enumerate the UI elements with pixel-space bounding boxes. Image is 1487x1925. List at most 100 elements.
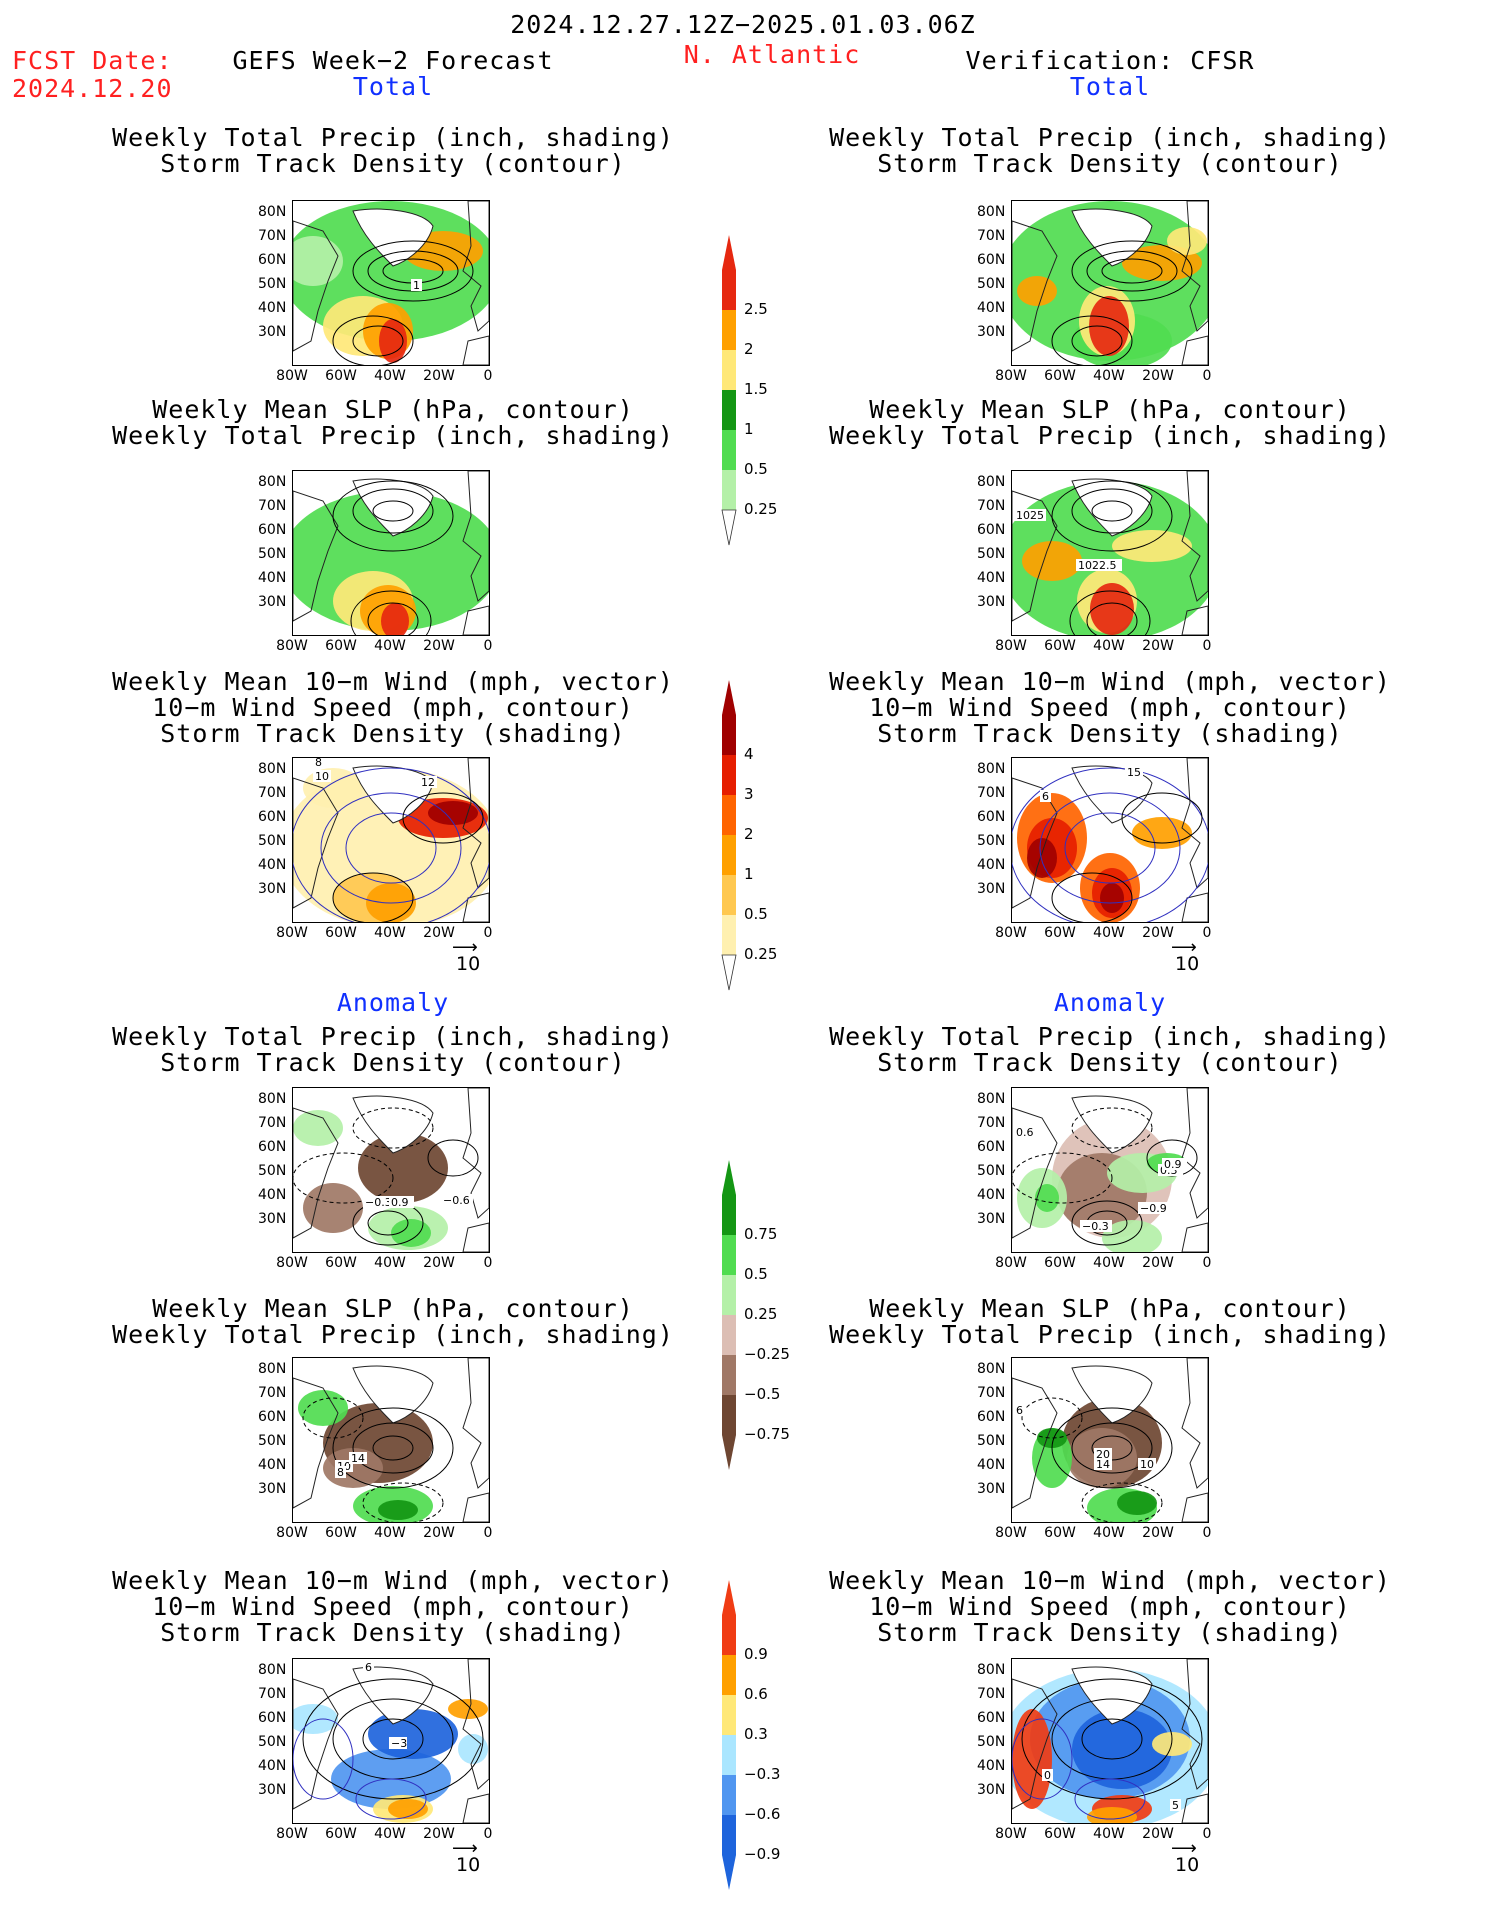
lon-tick-label: 40W	[1093, 1525, 1125, 1541]
contour-line	[352, 240, 474, 302]
lat-tick-label: 50N	[258, 546, 287, 562]
lat-tick-label: 30N	[258, 1782, 287, 1798]
lon-tick-label: 40W	[374, 1826, 406, 1842]
shading-region	[1100, 883, 1124, 913]
lat-tick-label: 70N	[258, 1385, 287, 1401]
lat-tick-label: 50N	[258, 1734, 287, 1750]
lon-tick-label: 20W	[1142, 368, 1174, 384]
lon-tick-label: 80W	[995, 1525, 1027, 1541]
lat-tick-label: 30N	[977, 594, 1006, 610]
svg-text:0.6: 0.6	[1016, 1126, 1034, 1139]
svg-text:8: 8	[337, 1466, 344, 1479]
contour-label: 0.6	[1014, 1126, 1039, 1139]
lon-tick-label: 80W	[995, 368, 1027, 384]
lon-tick-label: 80W	[276, 1255, 308, 1271]
map-field: 0.60.30.9−0.3−0.9	[1012, 1088, 1208, 1252]
contour-line	[293, 767, 489, 922]
contour-line	[1051, 1407, 1173, 1489]
lon-tick-label: 0	[1202, 1525, 1212, 1541]
shading-region	[293, 1704, 338, 1734]
colorbar-segment	[722, 470, 736, 510]
colorbar-tick-label: 1.5	[744, 380, 768, 398]
svg-text:6: 6	[1016, 1404, 1023, 1417]
shading-region	[1012, 201, 1208, 361]
panel-title-line: Storm Track Density (shading)	[160, 1618, 626, 1647]
lon-tick-label: 0	[483, 1255, 493, 1271]
panel-title-line: Weekly Total Precip (inch, shading)	[112, 123, 674, 152]
lat-tick-label: 30N	[258, 324, 287, 340]
vector-reference: ⟶ 10	[1171, 937, 1200, 976]
map-plot	[292, 470, 490, 636]
lon-tick-label: 40W	[374, 1255, 406, 1271]
lat-tick-label: 40N	[977, 857, 1006, 873]
lat-tick-label: 80N	[258, 1091, 287, 1107]
lat-tick-label: 50N	[977, 546, 1006, 562]
shading-region	[381, 603, 409, 635]
lat-tick-label: 70N	[258, 785, 287, 801]
lon-tick-label: 60W	[1044, 368, 1076, 384]
lon-tick-label: 20W	[1142, 638, 1174, 654]
svg-text:1: 1	[413, 279, 420, 292]
lat-tick-label: 40N	[977, 1758, 1006, 1774]
colorbar-tick-label: −0.5	[744, 1385, 781, 1403]
lat-tick-label: 80N	[977, 1361, 1006, 1377]
lat-tick-label: 30N	[977, 881, 1006, 897]
map-field	[1012, 201, 1208, 365]
greenland-outline	[1071, 478, 1153, 537]
europe-outline	[1181, 758, 1208, 889]
europe-outline	[462, 758, 489, 889]
lon-tick-label: 40W	[1093, 1255, 1125, 1271]
lat-tick-label: 70N	[977, 1115, 1006, 1131]
colorbar-segment	[722, 1775, 736, 1815]
contour-line	[1071, 1107, 1153, 1149]
vector-reference-value: 10	[1175, 953, 1200, 975]
arrow-icon: ⟶	[1171, 937, 1197, 958]
contour-line	[355, 1778, 427, 1820]
north-america-outline	[1012, 220, 1058, 352]
europe-outline	[1181, 471, 1208, 602]
contour-line	[352, 325, 404, 357]
contour-label: 10	[313, 770, 331, 783]
africa-outline	[462, 1492, 489, 1522]
colorbar-top-arrow	[722, 235, 736, 270]
africa-outline	[1181, 1793, 1208, 1823]
left-title: GEFS Week−2 Forecast	[232, 46, 554, 75]
lon-tick-label: 20W	[1142, 1255, 1174, 1271]
lon-tick-label: 60W	[1044, 1826, 1076, 1842]
svg-text:14: 14	[351, 1452, 365, 1465]
contour-line	[1081, 1718, 1143, 1760]
colorbar-segment	[722, 795, 736, 835]
colorbar-tick-label: 2.5	[744, 300, 768, 318]
lat-tick-label: 40N	[258, 1758, 287, 1774]
shading-region	[391, 1219, 431, 1247]
lon-tick-label: 20W	[423, 925, 455, 941]
shading-region	[1089, 296, 1129, 356]
panel-title-line: 10−m Wind Speed (mph, contour)	[869, 693, 1351, 722]
lon-tick-label: 20W	[1142, 1525, 1174, 1541]
svg-text:8: 8	[315, 758, 322, 769]
panel-title-line: Weekly Mean 10−m Wind (mph, vector)	[112, 667, 674, 696]
lat-tick-label: 30N	[977, 1211, 1006, 1227]
contour-label: 0	[1042, 1769, 1053, 1782]
panel-title-line: Weekly Mean 10−m Wind (mph, vector)	[112, 1566, 674, 1595]
colorbar-segment	[722, 270, 736, 310]
lat-tick-label: 60N	[977, 252, 1006, 268]
contour-line	[1012, 767, 1208, 922]
svg-text:−3: −3	[391, 1737, 407, 1750]
shading-region	[358, 1133, 448, 1203]
lat-tick-label: 50N	[258, 833, 287, 849]
panel-title-line: Storm Track Density (contour)	[160, 1048, 626, 1077]
lon-tick-label: 0	[483, 1826, 493, 1842]
lat-tick-label: 80N	[258, 204, 287, 220]
svg-text:6: 6	[365, 1661, 372, 1674]
svg-text:10: 10	[315, 770, 329, 783]
right-title: Verification: CFSR	[965, 46, 1255, 75]
lat-tick-label: 80N	[258, 1361, 287, 1377]
svg-text:6: 6	[1042, 790, 1049, 803]
europe-outline	[462, 201, 489, 332]
lat-tick-label: 30N	[977, 1782, 1006, 1798]
contour-line	[1021, 1397, 1083, 1439]
panel-title-line: Storm Track Density (contour)	[160, 149, 626, 178]
colorbar-bottom-arrow	[722, 1855, 736, 1890]
